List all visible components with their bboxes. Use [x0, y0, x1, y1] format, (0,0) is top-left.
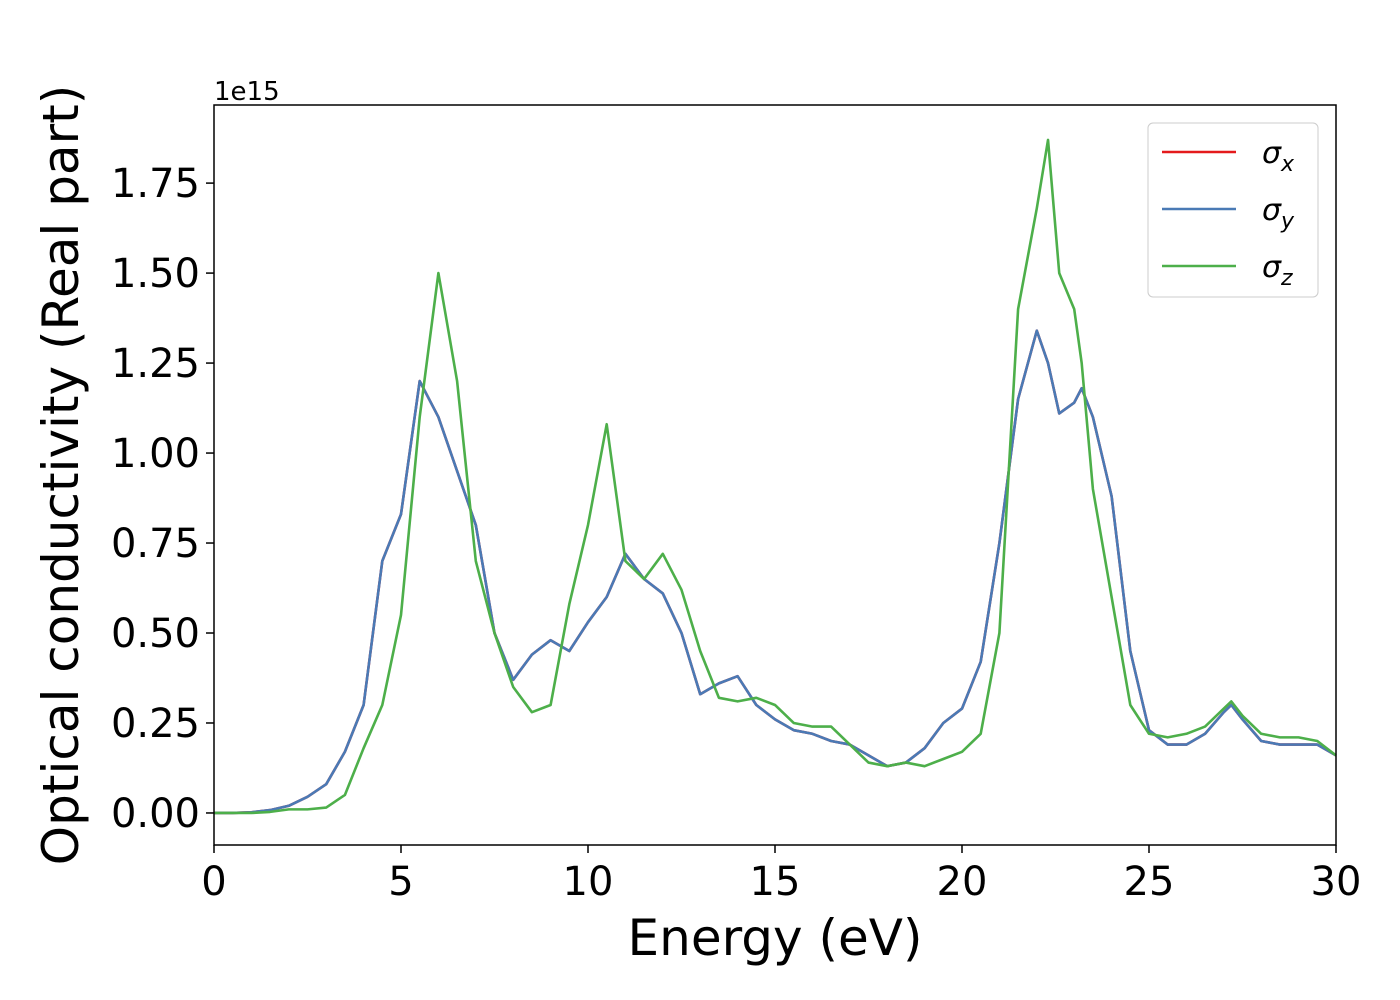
x-tick-label: 0	[201, 859, 226, 905]
x-axis-label: Energy (eV)	[628, 909, 923, 967]
x-tick-label: 30	[1311, 859, 1362, 905]
series-line	[214, 329, 1337, 815]
y-tick-label: 1.25	[111, 341, 200, 387]
y-tick-label: 0.00	[111, 791, 200, 837]
y-axis-label: Optical conductivity (Real part)	[32, 85, 90, 866]
plot-frame	[213, 104, 1337, 846]
legend-label: σz	[1262, 250, 1293, 291]
x-tick-label: 25	[1124, 859, 1175, 905]
y-tick-label: 1.75	[111, 161, 200, 207]
y-tick-label: 1.00	[111, 431, 200, 477]
x-tick-label: 5	[388, 859, 413, 905]
x-tick-label: 15	[750, 859, 801, 905]
legend-label: σy	[1262, 193, 1295, 234]
offset-label: 1e15	[214, 77, 280, 107]
y-tick-label: 0.25	[111, 701, 200, 747]
y-tick-label: 1.50	[111, 251, 200, 297]
y-tick-label: 0.75	[111, 521, 200, 567]
series-line	[214, 329, 1337, 815]
x-tick-label: 20	[937, 859, 988, 905]
series-line	[214, 138, 1337, 815]
legend-label: σx	[1262, 136, 1295, 177]
y-tick-label: 0.50	[111, 611, 200, 657]
x-tick-label: 10	[563, 859, 614, 905]
legend: σx σy σz	[1147, 122, 1319, 298]
